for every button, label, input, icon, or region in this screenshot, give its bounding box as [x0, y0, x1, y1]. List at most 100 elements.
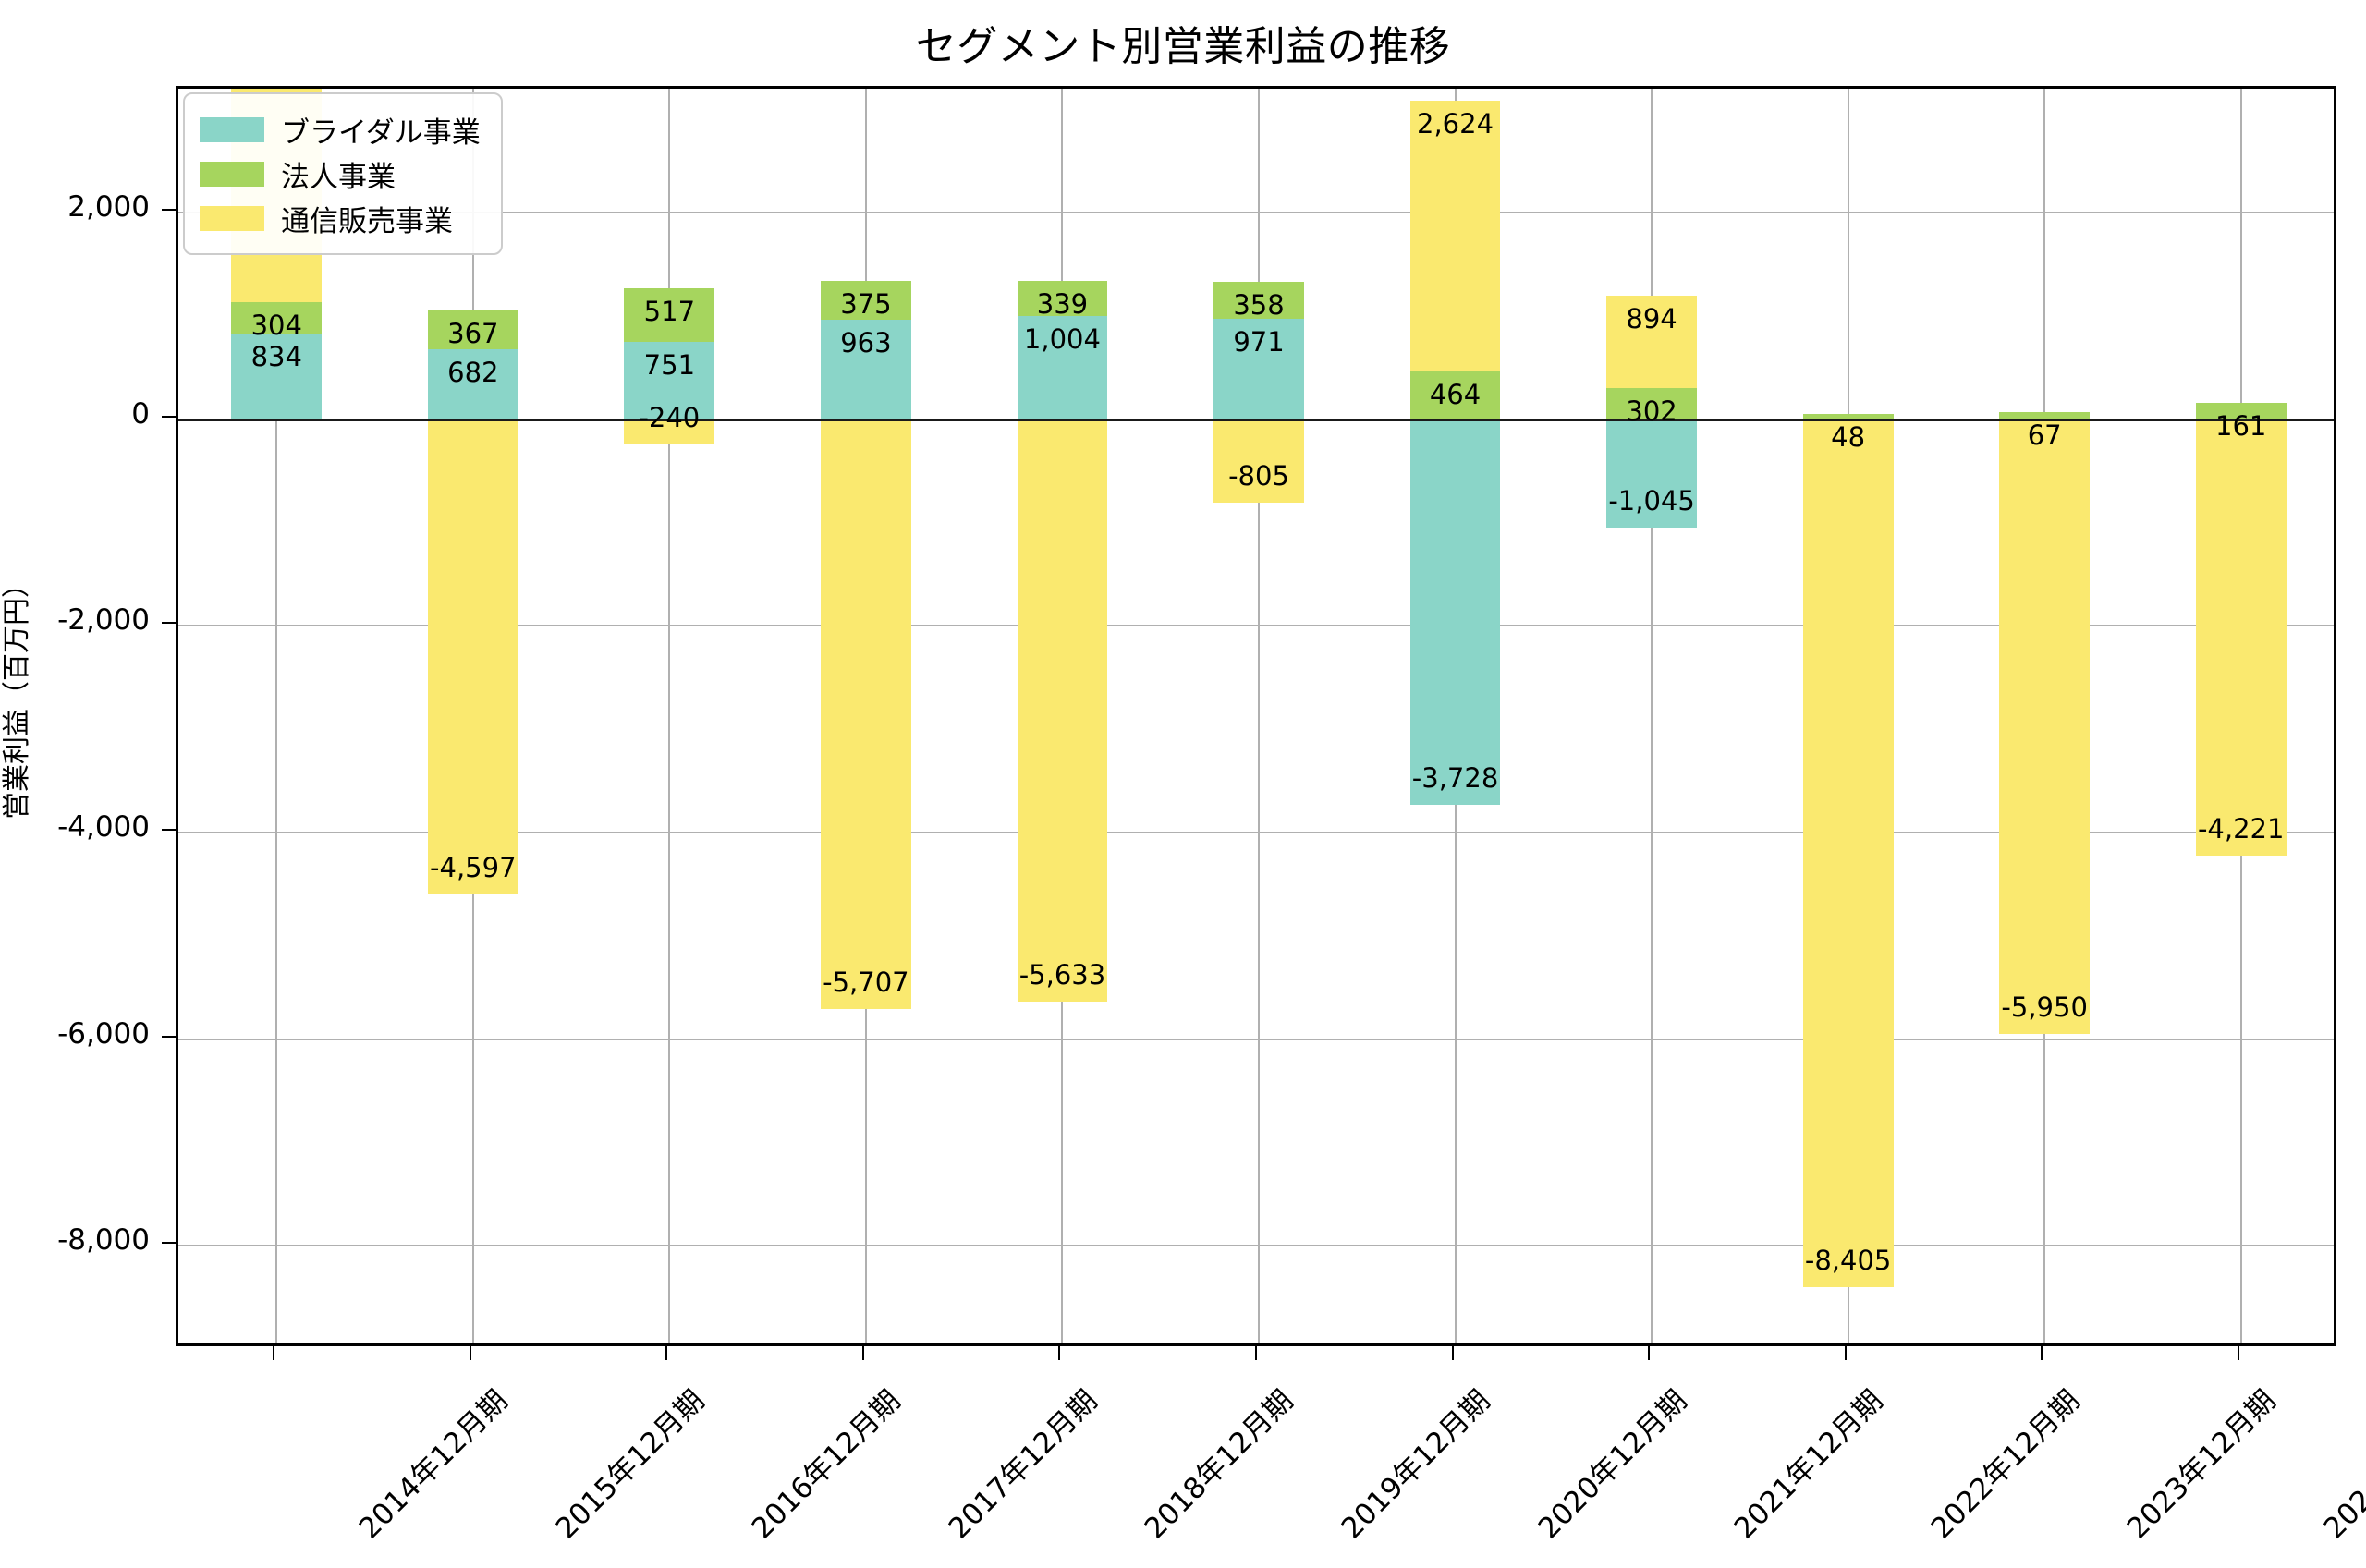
bar-group[interactable] — [821, 89, 911, 1343]
bar-segment[interactable] — [427, 310, 518, 349]
bar-segment[interactable] — [2195, 402, 2287, 419]
bar-segment[interactable] — [1213, 319, 1304, 419]
x-axis-tick-label: 2024年12月期 — [2317, 1383, 2366, 1546]
bar-value-label: 517 — [643, 296, 696, 327]
x-axis-tick-mark — [469, 1346, 471, 1360]
bar-value-label: 2,624 — [1417, 107, 1494, 140]
bar-value-label: 834 — [250, 340, 302, 372]
x-axis-tick-mark — [273, 1346, 275, 1360]
legend-item[interactable]: 通信販売事業 — [200, 196, 481, 240]
bar-segment[interactable] — [624, 341, 715, 419]
bar-value-label: -3,728 — [1411, 761, 1499, 794]
x-axis-tick-label: 2017年12月期 — [942, 1383, 1104, 1546]
bar-value-label: 161 — [2215, 409, 2267, 442]
bar-segment[interactable] — [1409, 371, 1501, 419]
bar-group[interactable] — [1409, 89, 1501, 1343]
bar-value-label: -5,950 — [2001, 991, 2088, 1023]
bar-segment[interactable] — [821, 419, 911, 1009]
bar-segment[interactable] — [1213, 282, 1304, 320]
bar-group[interactable] — [1999, 89, 2091, 1343]
chart-legend: ブライダル事業 法人事業 通信販売事業 — [183, 92, 503, 255]
gridline-horizontal — [178, 212, 2334, 214]
x-axis-tick-mark — [2237, 1346, 2239, 1360]
bar-segment[interactable] — [821, 320, 911, 419]
bar-segment[interactable] — [427, 419, 518, 894]
bar-value-label: -240 — [639, 401, 701, 433]
bar-segment[interactable] — [1409, 419, 1501, 805]
bar-segment[interactable] — [1017, 315, 1108, 419]
bar-value-label: -5,707 — [823, 966, 909, 998]
bar-group[interactable] — [624, 89, 715, 1343]
bar-value-label: -5,633 — [1018, 958, 1106, 991]
x-axis-tick-label: 2020年12月期 — [1531, 1383, 1693, 1546]
bar-value-label: 67 — [2027, 419, 2062, 452]
bar-value-label: 682 — [447, 356, 499, 388]
y-axis-tick-mark — [162, 828, 177, 831]
bar-value-label: 358 — [1233, 289, 1285, 322]
bar-segment[interactable] — [1999, 412, 2091, 419]
y-axis-tick-label: 0 — [131, 396, 150, 431]
bar-value-label: 304 — [250, 309, 302, 341]
gridline-vertical — [1258, 89, 1260, 1343]
bar-segment[interactable] — [1999, 419, 2091, 1034]
bar-value-label: 302 — [1626, 395, 1677, 427]
bar-segment[interactable] — [1802, 414, 1894, 419]
bar-group[interactable] — [1017, 89, 1108, 1343]
bar-segment[interactable] — [624, 419, 715, 444]
y-axis-tick-mark — [162, 209, 177, 212]
y-axis-tick-label: 2,000 — [67, 190, 150, 225]
y-axis-tick-mark — [162, 622, 177, 625]
y-axis-tick-label: -2,000 — [57, 603, 150, 638]
bar-value-label: -805 — [1228, 459, 1289, 492]
legend-item[interactable]: 法人事業 — [200, 152, 481, 196]
bar-segment[interactable] — [624, 288, 715, 342]
bar-segment[interactable] — [1017, 280, 1108, 316]
bar-group[interactable] — [1213, 89, 1304, 1343]
y-axis-tick-label: -6,000 — [57, 1016, 150, 1051]
bar-segment[interactable] — [1017, 419, 1108, 1002]
legend-item[interactable]: ブライダル事業 — [200, 107, 481, 152]
x-axis-tick-mark — [1255, 1346, 1257, 1360]
bar-group[interactable] — [1802, 89, 1894, 1343]
y-axis-tick-label: -8,000 — [57, 1223, 150, 1258]
bar-group[interactable] — [231, 89, 323, 1343]
x-axis-tick-mark — [1451, 1346, 1454, 1360]
x-axis-tick-label: 2019年12月期 — [1335, 1383, 1497, 1546]
legend-swatch-icon — [200, 161, 264, 187]
page-title: セグメント別営業利益の推移 — [915, 23, 1451, 70]
legend-swatch-icon — [200, 116, 264, 142]
bar-segment[interactable] — [1213, 419, 1304, 503]
bar-segment[interactable] — [2195, 419, 2287, 856]
bar-segment[interactable] — [1409, 100, 1501, 371]
bar-value-label: 971 — [1233, 326, 1285, 359]
bar-value-label: 367 — [447, 318, 499, 350]
gridline-vertical — [1651, 89, 1653, 1343]
x-axis-tick-mark — [1844, 1346, 1847, 1360]
gridline-horizontal — [178, 831, 2334, 833]
bar-value-label: 894 — [1626, 303, 1677, 335]
bar-segment[interactable] — [427, 348, 518, 419]
bar-segment[interactable] — [1606, 419, 1697, 528]
legend-swatch-icon — [200, 205, 264, 231]
bar-group[interactable] — [1606, 89, 1697, 1343]
bar-value-label: 48 — [1831, 421, 1866, 454]
bar-segment[interactable] — [231, 301, 323, 334]
x-axis-tick-mark — [665, 1346, 668, 1360]
x-axis-tick-mark — [861, 1346, 864, 1360]
gridline-horizontal — [178, 1245, 2334, 1247]
bar-segment[interactable] — [821, 281, 911, 321]
bar-segment[interactable] — [1802, 419, 1894, 1288]
x-axis-tick-label: 2015年12月期 — [549, 1383, 712, 1546]
gridline-horizontal — [178, 625, 2334, 627]
y-axis-tick-label: -4,000 — [57, 809, 150, 844]
x-axis-tick-mark — [2041, 1346, 2043, 1360]
bar-segment[interactable] — [1606, 296, 1697, 388]
gridline-horizontal — [178, 1038, 2334, 1040]
x-axis-tick-label: 2021年12月期 — [1727, 1383, 1890, 1546]
bar-segment[interactable] — [1606, 388, 1697, 419]
x-axis-tick-mark — [1058, 1346, 1061, 1360]
bar-segment[interactable] — [231, 333, 323, 419]
bar-group[interactable] — [427, 89, 518, 1343]
y-axis-tick-mark — [162, 1035, 177, 1038]
bar-group[interactable] — [2195, 89, 2287, 1343]
